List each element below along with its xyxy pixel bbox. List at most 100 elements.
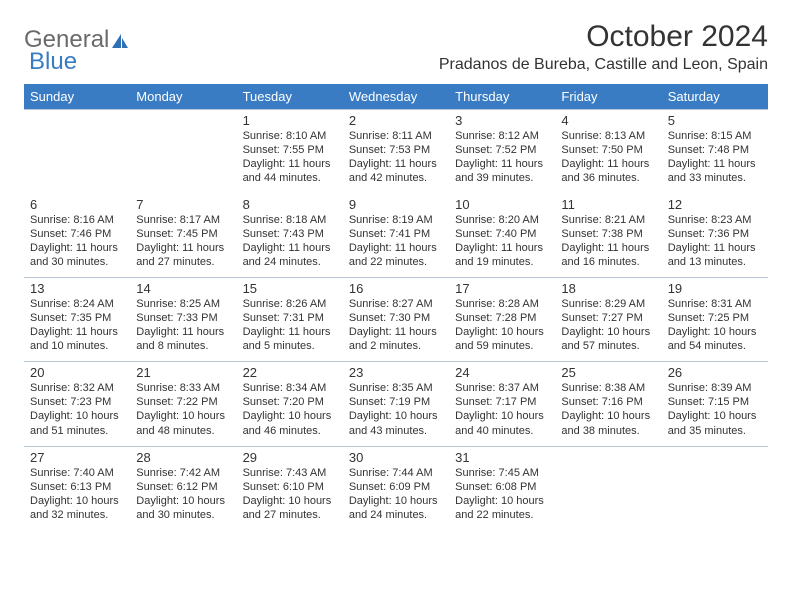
calendar-day-cell: 27Sunrise: 7:40 AMSunset: 6:13 PMDayligh… — [24, 446, 130, 530]
calendar-day-cell: 12Sunrise: 8:23 AMSunset: 7:36 PMDayligh… — [662, 194, 768, 278]
day-info: Sunrise: 8:39 AMSunset: 7:15 PMDaylight:… — [668, 381, 762, 437]
day-number: 8 — [243, 197, 337, 212]
day-info: Sunrise: 8:29 AMSunset: 7:27 PMDaylight:… — [561, 297, 655, 353]
header: General October 2024 Pradanos de Bureba,… — [24, 20, 768, 74]
day-info: Sunrise: 8:24 AMSunset: 7:35 PMDaylight:… — [30, 297, 124, 353]
calendar-day-cell: 2Sunrise: 8:11 AMSunset: 7:53 PMDaylight… — [343, 110, 449, 194]
day-info: Sunrise: 8:15 AMSunset: 7:48 PMDaylight:… — [668, 129, 762, 185]
calendar-day-cell: 25Sunrise: 8:38 AMSunset: 7:16 PMDayligh… — [555, 362, 661, 446]
calendar-day-cell: 21Sunrise: 8:33 AMSunset: 7:22 PMDayligh… — [130, 362, 236, 446]
day-info: Sunrise: 7:40 AMSunset: 6:13 PMDaylight:… — [30, 466, 124, 522]
calendar-day-cell: 13Sunrise: 8:24 AMSunset: 7:35 PMDayligh… — [24, 278, 130, 362]
calendar-day-cell: 14Sunrise: 8:25 AMSunset: 7:33 PMDayligh… — [130, 278, 236, 362]
calendar-day-cell: 6Sunrise: 8:16 AMSunset: 7:46 PMDaylight… — [24, 194, 130, 278]
day-number: 29 — [243, 450, 337, 465]
sail-icon — [109, 26, 132, 54]
day-number: 25 — [561, 365, 655, 380]
day-number: 4 — [561, 113, 655, 128]
title-block: October 2024 Pradanos de Bureba, Castill… — [439, 20, 768, 74]
calendar-day-cell: 19Sunrise: 8:31 AMSunset: 7:25 PMDayligh… — [662, 278, 768, 362]
calendar-column-header: Sunday — [24, 84, 130, 110]
calendar-day-cell: 22Sunrise: 8:34 AMSunset: 7:20 PMDayligh… — [237, 362, 343, 446]
calendar-day-cell — [24, 110, 130, 194]
calendar-column-header: Wednesday — [343, 84, 449, 110]
day-number: 21 — [136, 365, 230, 380]
day-info: Sunrise: 7:42 AMSunset: 6:12 PMDaylight:… — [136, 466, 230, 522]
day-number: 23 — [349, 365, 443, 380]
day-number: 26 — [668, 365, 762, 380]
day-info: Sunrise: 8:37 AMSunset: 7:17 PMDaylight:… — [455, 381, 549, 437]
calendar-week-row: 20Sunrise: 8:32 AMSunset: 7:23 PMDayligh… — [24, 362, 768, 446]
brand-part2: Blue — [29, 48, 77, 76]
calendar-week-row: 27Sunrise: 7:40 AMSunset: 6:13 PMDayligh… — [24, 446, 768, 530]
day-info: Sunrise: 8:17 AMSunset: 7:45 PMDaylight:… — [136, 213, 230, 269]
calendar-day-cell: 28Sunrise: 7:42 AMSunset: 6:12 PMDayligh… — [130, 446, 236, 530]
day-info: Sunrise: 7:44 AMSunset: 6:09 PMDaylight:… — [349, 466, 443, 522]
day-info: Sunrise: 8:33 AMSunset: 7:22 PMDaylight:… — [136, 381, 230, 437]
calendar-day-cell: 24Sunrise: 8:37 AMSunset: 7:17 PMDayligh… — [449, 362, 555, 446]
day-info: Sunrise: 8:20 AMSunset: 7:40 PMDaylight:… — [455, 213, 549, 269]
calendar-day-cell: 17Sunrise: 8:28 AMSunset: 7:28 PMDayligh… — [449, 278, 555, 362]
day-info: Sunrise: 8:21 AMSunset: 7:38 PMDaylight:… — [561, 213, 655, 269]
day-number: 1 — [243, 113, 337, 128]
calendar-header-row: SundayMondayTuesdayWednesdayThursdayFrid… — [24, 84, 768, 110]
day-number: 13 — [30, 281, 124, 296]
calendar-day-cell: 7Sunrise: 8:17 AMSunset: 7:45 PMDaylight… — [130, 194, 236, 278]
calendar-day-cell: 16Sunrise: 8:27 AMSunset: 7:30 PMDayligh… — [343, 278, 449, 362]
calendar-week-row: 13Sunrise: 8:24 AMSunset: 7:35 PMDayligh… — [24, 278, 768, 362]
day-number: 9 — [349, 197, 443, 212]
day-number: 18 — [561, 281, 655, 296]
calendar-day-cell: 9Sunrise: 8:19 AMSunset: 7:41 PMDaylight… — [343, 194, 449, 278]
calendar-day-cell — [662, 446, 768, 530]
calendar-column-header: Tuesday — [237, 84, 343, 110]
calendar-day-cell: 18Sunrise: 8:29 AMSunset: 7:27 PMDayligh… — [555, 278, 661, 362]
day-info: Sunrise: 8:26 AMSunset: 7:31 PMDaylight:… — [243, 297, 337, 353]
day-info: Sunrise: 8:34 AMSunset: 7:20 PMDaylight:… — [243, 381, 337, 437]
day-number: 6 — [30, 197, 124, 212]
day-number: 12 — [668, 197, 762, 212]
calendar-day-cell: 5Sunrise: 8:15 AMSunset: 7:48 PMDaylight… — [662, 110, 768, 194]
day-info: Sunrise: 8:31 AMSunset: 7:25 PMDaylight:… — [668, 297, 762, 353]
calendar-body: 1Sunrise: 8:10 AMSunset: 7:55 PMDaylight… — [24, 110, 768, 531]
day-info: Sunrise: 8:38 AMSunset: 7:16 PMDaylight:… — [561, 381, 655, 437]
calendar-day-cell: 26Sunrise: 8:39 AMSunset: 7:15 PMDayligh… — [662, 362, 768, 446]
day-info: Sunrise: 8:11 AMSunset: 7:53 PMDaylight:… — [349, 129, 443, 185]
day-info: Sunrise: 8:25 AMSunset: 7:33 PMDaylight:… — [136, 297, 230, 353]
day-info: Sunrise: 8:27 AMSunset: 7:30 PMDaylight:… — [349, 297, 443, 353]
day-number: 28 — [136, 450, 230, 465]
day-number: 24 — [455, 365, 549, 380]
calendar-day-cell: 30Sunrise: 7:44 AMSunset: 6:09 PMDayligh… — [343, 446, 449, 530]
day-number: 14 — [136, 281, 230, 296]
calendar-day-cell: 23Sunrise: 8:35 AMSunset: 7:19 PMDayligh… — [343, 362, 449, 446]
calendar-week-row: 1Sunrise: 8:10 AMSunset: 7:55 PMDaylight… — [24, 110, 768, 194]
day-number: 2 — [349, 113, 443, 128]
calendar-day-cell — [130, 110, 236, 194]
day-number: 27 — [30, 450, 124, 465]
calendar-day-cell: 29Sunrise: 7:43 AMSunset: 6:10 PMDayligh… — [237, 446, 343, 530]
day-number: 10 — [455, 197, 549, 212]
day-info: Sunrise: 8:19 AMSunset: 7:41 PMDaylight:… — [349, 213, 443, 269]
calendar-day-cell: 3Sunrise: 8:12 AMSunset: 7:52 PMDaylight… — [449, 110, 555, 194]
calendar-day-cell: 4Sunrise: 8:13 AMSunset: 7:50 PMDaylight… — [555, 110, 661, 194]
calendar-table: SundayMondayTuesdayWednesdayThursdayFrid… — [24, 84, 768, 530]
day-number: 31 — [455, 450, 549, 465]
calendar-day-cell: 8Sunrise: 8:18 AMSunset: 7:43 PMDaylight… — [237, 194, 343, 278]
day-info: Sunrise: 7:45 AMSunset: 6:08 PMDaylight:… — [455, 466, 549, 522]
calendar-column-header: Friday — [555, 84, 661, 110]
page-title: October 2024 — [439, 20, 768, 54]
day-number: 30 — [349, 450, 443, 465]
calendar-column-header: Saturday — [662, 84, 768, 110]
page-subtitle: Pradanos de Bureba, Castille and Leon, S… — [439, 56, 768, 74]
calendar-day-cell: 20Sunrise: 8:32 AMSunset: 7:23 PMDayligh… — [24, 362, 130, 446]
day-number: 11 — [561, 197, 655, 212]
day-info: Sunrise: 8:32 AMSunset: 7:23 PMDaylight:… — [30, 381, 124, 437]
calendar-day-cell: 15Sunrise: 8:26 AMSunset: 7:31 PMDayligh… — [237, 278, 343, 362]
day-info: Sunrise: 8:18 AMSunset: 7:43 PMDaylight:… — [243, 213, 337, 269]
day-number: 15 — [243, 281, 337, 296]
calendar-day-cell — [555, 446, 661, 530]
calendar-week-row: 6Sunrise: 8:16 AMSunset: 7:46 PMDaylight… — [24, 194, 768, 278]
day-info: Sunrise: 8:28 AMSunset: 7:28 PMDaylight:… — [455, 297, 549, 353]
day-info: Sunrise: 8:13 AMSunset: 7:50 PMDaylight:… — [561, 129, 655, 185]
day-number: 20 — [30, 365, 124, 380]
calendar-column-header: Thursday — [449, 84, 555, 110]
